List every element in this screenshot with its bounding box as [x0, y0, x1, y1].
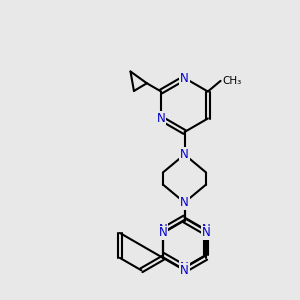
- Text: N: N: [180, 264, 189, 277]
- Text: N: N: [157, 112, 166, 125]
- Text: CH₃: CH₃: [222, 76, 241, 86]
- Text: N: N: [159, 226, 167, 239]
- Text: N: N: [180, 148, 189, 161]
- Text: N: N: [159, 224, 167, 236]
- Text: N: N: [202, 226, 210, 239]
- Text: N: N: [180, 261, 189, 274]
- Text: N: N: [180, 196, 189, 209]
- Text: N: N: [202, 224, 210, 236]
- Text: N: N: [180, 71, 189, 85]
